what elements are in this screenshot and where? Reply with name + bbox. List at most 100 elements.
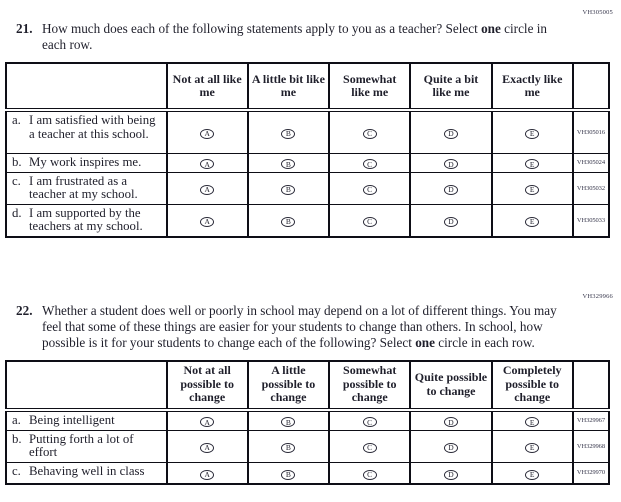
row-letter: c.: [12, 173, 21, 188]
option-circle-c[interactable]: C: [362, 442, 377, 453]
row-letter: a.: [12, 412, 21, 427]
row-letter: a.: [12, 113, 21, 127]
option-circle-a[interactable]: A: [200, 159, 215, 170]
option-circle-e[interactable]: E: [525, 216, 540, 227]
row-statement-cell: a. Being intelligent: [5, 409, 167, 430]
option-cell: B: [246, 429, 330, 462]
code-column-header-empty: [571, 360, 609, 412]
option-cell: C: [328, 171, 411, 204]
row-code: VH305033: [571, 203, 609, 237]
option-cell: C: [328, 461, 411, 484]
question-22-section: VH329966 22. Whether a student does well…: [0, 284, 621, 485]
option-cell: E: [490, 109, 573, 153]
row-statement: I am supported by the teachers at my sch…: [29, 205, 143, 233]
option-circle-e[interactable]: E: [525, 159, 540, 170]
table-row: d. I am supported by the teachers at my s…: [5, 203, 609, 237]
option-cell: D: [409, 152, 492, 172]
row-statement: Being intelligent: [29, 412, 115, 427]
option-circle-b[interactable]: B: [281, 159, 296, 170]
option-cell: E: [490, 171, 573, 204]
option-circle-e[interactable]: E: [525, 417, 540, 428]
row-code: VH305032: [571, 171, 609, 204]
option-cell: A: [165, 409, 248, 430]
option-circle-d[interactable]: D: [443, 129, 458, 139]
option-cell: D: [409, 203, 492, 237]
option-circle-b[interactable]: B: [281, 469, 296, 480]
option-circle-a[interactable]: A: [200, 184, 215, 195]
option-circle-b[interactable]: B: [281, 129, 296, 139]
column-header: Somewhat like me: [328, 63, 411, 112]
question-21-text-bold: one: [481, 21, 501, 36]
option-circle-d[interactable]: D: [443, 442, 458, 453]
table-row: b. Putting forth a lot of effort A B C D E VH32…: [5, 429, 609, 462]
question-21-text: How much does each of the following stat…: [42, 21, 558, 53]
option-circle-c[interactable]: C: [362, 129, 377, 139]
option-circle-a[interactable]: A: [200, 442, 215, 453]
option-circle-b[interactable]: B: [281, 184, 296, 195]
row-statement-cell: c. Behaving well in class: [5, 461, 167, 484]
row-code: VH329968: [571, 429, 609, 462]
row-statement: My work inspires me.: [29, 154, 142, 169]
row-statement: I am satisfied with being a teacher at t…: [29, 113, 156, 141]
row-letter: b.: [12, 431, 22, 446]
option-cell: D: [409, 429, 492, 462]
option-circle-d[interactable]: D: [443, 469, 458, 480]
row-code: VH329967: [571, 409, 609, 430]
option-circle-d[interactable]: D: [443, 184, 458, 195]
option-cell: D: [409, 461, 492, 484]
option-circle-d[interactable]: D: [443, 159, 458, 170]
option-circle-b[interactable]: B: [281, 417, 296, 428]
option-circle-b[interactable]: B: [281, 442, 296, 453]
option-cell: D: [409, 171, 492, 204]
row-statement-cell: b. My work inspires me.: [5, 152, 167, 172]
row-code: VH329970: [571, 461, 609, 484]
table-row: c. Behaving well in class A B C D E VH329970: [5, 461, 609, 484]
option-circle-e[interactable]: E: [525, 129, 540, 139]
option-cell: A: [165, 109, 248, 153]
option-circle-e[interactable]: E: [525, 442, 540, 453]
option-circle-d[interactable]: D: [443, 417, 458, 428]
question-22-prompt: 22. Whether a student does well or poorl…: [16, 284, 621, 351]
option-circle-a[interactable]: A: [200, 129, 215, 139]
option-circle-c[interactable]: C: [362, 216, 377, 227]
question-22-text-bold: one: [415, 334, 435, 350]
question-21-section: VH305005 21. How much does each of the f…: [0, 0, 621, 238]
question-21-prompt: 21. How much does each of the following …: [16, 0, 621, 53]
question-21-accession-code: VH305005: [582, 9, 613, 16]
column-header: A little bit like me: [246, 63, 330, 112]
row-statement: I am frustrated as a teacher at my schoo…: [29, 173, 138, 201]
option-circle-c[interactable]: C: [362, 417, 377, 428]
header-row: Not at all possible to change A little po…: [5, 360, 609, 412]
row-statement-cell: c. I am frustrated as a teacher at my sch…: [5, 171, 167, 204]
table-row: a. I am satisfied with being a teacher at…: [5, 109, 609, 153]
option-cell: A: [165, 461, 248, 484]
option-circle-d[interactable]: D: [443, 216, 458, 227]
option-cell: D: [409, 409, 492, 430]
option-circle-c[interactable]: C: [362, 469, 377, 480]
option-circle-c[interactable]: C: [362, 184, 377, 195]
option-circle-c[interactable]: C: [362, 159, 377, 170]
question-22-text: Whether a student does well or poorly in…: [42, 303, 558, 351]
option-circle-a[interactable]: A: [200, 469, 215, 480]
option-cell: E: [490, 429, 573, 462]
row-letter: b.: [12, 154, 22, 169]
row-statement: Behaving well in class: [29, 463, 145, 478]
option-cell: E: [490, 461, 573, 484]
option-circle-e[interactable]: E: [525, 469, 540, 480]
q22-response-table: Not at all possible to change A little po…: [5, 359, 610, 485]
option-cell: B: [246, 203, 330, 237]
option-cell: E: [490, 203, 573, 237]
option-cell: C: [328, 429, 411, 462]
question-21-text-end: circle in each row.: [42, 21, 547, 52]
question-21-number: 21.: [16, 21, 33, 36]
option-circle-a[interactable]: A: [200, 417, 215, 428]
option-cell: A: [165, 429, 248, 462]
option-circle-e[interactable]: E: [525, 184, 540, 195]
row-statement: Putting forth a lot of effort: [29, 431, 134, 459]
table-row: a. Being intelligent A B C D E VH329967: [5, 409, 609, 430]
column-header: Exactly like me: [490, 63, 573, 112]
option-circle-a[interactable]: A: [200, 216, 215, 227]
column-header: Quite a bit like me: [409, 63, 492, 112]
option-circle-b[interactable]: B: [281, 216, 296, 227]
table-row: b. My work inspires me. A B C D E VH305024: [5, 152, 609, 172]
